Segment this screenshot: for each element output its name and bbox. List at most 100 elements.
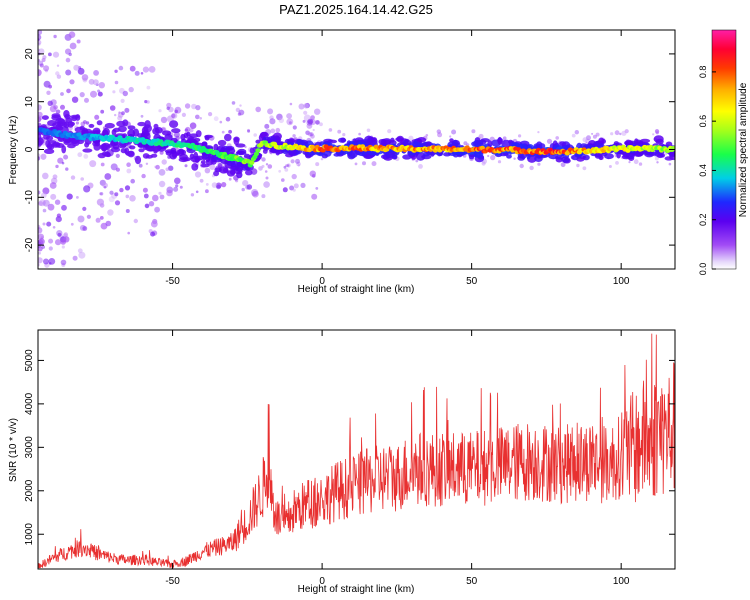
heatmap-speckle	[141, 173, 146, 179]
heatmap-cell	[229, 166, 239, 171]
heatmap-cell	[385, 151, 396, 158]
heatmap-speckle	[38, 190, 41, 195]
heatmap-speckle	[303, 103, 309, 109]
heatmap-cell	[134, 155, 142, 165]
heatmap-speckle	[144, 100, 148, 104]
heatmap-speckle	[146, 100, 150, 104]
heatmap-speckle	[146, 85, 151, 90]
y-tick-label: -20	[24, 237, 35, 252]
heatmap-speckle	[38, 116, 42, 123]
heatmap-cell	[161, 130, 172, 136]
heatmap-speckle	[239, 104, 242, 107]
heatmap-speckle	[52, 226, 56, 229]
heatmap-cell	[416, 137, 427, 143]
heatmap-cell	[125, 151, 135, 157]
heatmap-speckle	[38, 48, 41, 52]
heatmap-cell	[249, 147, 255, 154]
heatmap-speckle	[73, 64, 80, 71]
heatmap-speckle	[124, 107, 130, 113]
heatmap-speckle	[184, 164, 188, 168]
heatmap-speckle	[115, 153, 120, 158]
heatmap-cell	[233, 136, 240, 143]
heatmap-cell	[255, 139, 261, 144]
heatmap-speckle	[129, 65, 136, 72]
heatmap-speckle	[261, 164, 265, 168]
heatmap-speckle	[47, 203, 55, 211]
heatmap-speckle	[38, 227, 43, 234]
heatmap-cell	[487, 140, 493, 148]
heatmap-cell	[207, 156, 215, 160]
heatmap-speckle	[315, 120, 320, 125]
heatmap-speckle	[371, 161, 377, 167]
heatmap-speckle	[38, 156, 41, 161]
heatmap-speckle	[175, 184, 179, 188]
heatmap-speckle	[125, 209, 130, 213]
heatmap-y-axis-label: Frequency (Hz)	[8, 116, 19, 185]
heatmap-speckle	[38, 69, 42, 77]
heatmap-speckle	[65, 167, 69, 171]
heatmap-speckle	[48, 238, 54, 244]
heatmap-speckle	[103, 185, 107, 189]
heatmap-cell	[62, 121, 68, 128]
heatmap-speckle	[451, 129, 457, 135]
heatmap-speckle	[290, 159, 295, 164]
heatmap-speckle	[86, 214, 91, 219]
heatmap-cell	[425, 141, 432, 147]
heatmap-cell	[145, 154, 154, 159]
heatmap-speckle	[38, 251, 41, 255]
heatmap-speckle	[251, 189, 259, 197]
heatmap-speckle	[289, 185, 295, 191]
heatmap-speckle	[292, 134, 296, 138]
y-tick-label: 3000	[24, 436, 35, 459]
heatmap-speckle	[71, 96, 79, 103]
heatmap-speckle	[571, 133, 576, 138]
heatmap-speckle	[108, 196, 115, 203]
heatmap-speckle	[85, 121, 90, 125]
heatmap-speckle	[118, 65, 124, 71]
heatmap-speckle	[50, 193, 57, 200]
heatmap-cell	[224, 133, 232, 142]
heatmap-speckle	[305, 130, 310, 136]
heatmap-speckle	[152, 194, 159, 202]
heatmap-speckle	[255, 106, 261, 113]
heatmap-speckle	[60, 259, 67, 266]
heatmap-speckle	[158, 180, 166, 188]
heatmap-speckle	[150, 220, 158, 228]
heatmap-speckle	[310, 134, 315, 139]
heatmap-speckle	[127, 231, 130, 235]
heatmap-speckle	[309, 170, 316, 177]
heatmap-speckle	[93, 70, 99, 76]
heatmap-speckle	[72, 255, 78, 261]
heatmap-speckle	[99, 216, 104, 220]
heatmap-cell	[571, 154, 579, 161]
heatmap-speckle	[56, 64, 60, 67]
heatmap-speckle	[315, 162, 320, 167]
snr-frame	[37, 329, 676, 570]
heatmap-speckle	[129, 195, 136, 202]
heatmap-cell	[653, 135, 664, 143]
heatmap-cell	[43, 148, 55, 154]
heatmap-cell	[117, 125, 127, 133]
colorbar-tick-label: 0.2	[698, 213, 708, 226]
heatmap-speckle	[537, 131, 540, 134]
y-tick-label: 0	[24, 146, 35, 152]
heatmap-speckle	[264, 123, 270, 129]
heatmap-cell	[659, 153, 666, 158]
heatmap-speckle	[148, 66, 156, 73]
heatmap-cell	[468, 153, 475, 160]
heatmap-speckle	[591, 132, 594, 135]
heatmap-speckle	[576, 163, 580, 168]
heatmap-speckle	[314, 108, 321, 115]
heatmap-speckle	[471, 129, 476, 134]
heatmap-speckle	[166, 189, 173, 197]
snr-series-line	[38, 333, 675, 569]
heatmap-cell	[170, 149, 177, 154]
heatmap-speckle	[77, 152, 83, 158]
snr-x-axis-label: Height of straight line (km)	[298, 584, 415, 595]
heatmap-speckle	[307, 132, 313, 137]
heatmap-speckle	[107, 209, 114, 216]
heatmap-cell	[214, 167, 222, 173]
heatmap-speckle	[307, 118, 314, 125]
heatmap-speckle	[518, 134, 522, 138]
heatmap-cell	[187, 136, 195, 142]
